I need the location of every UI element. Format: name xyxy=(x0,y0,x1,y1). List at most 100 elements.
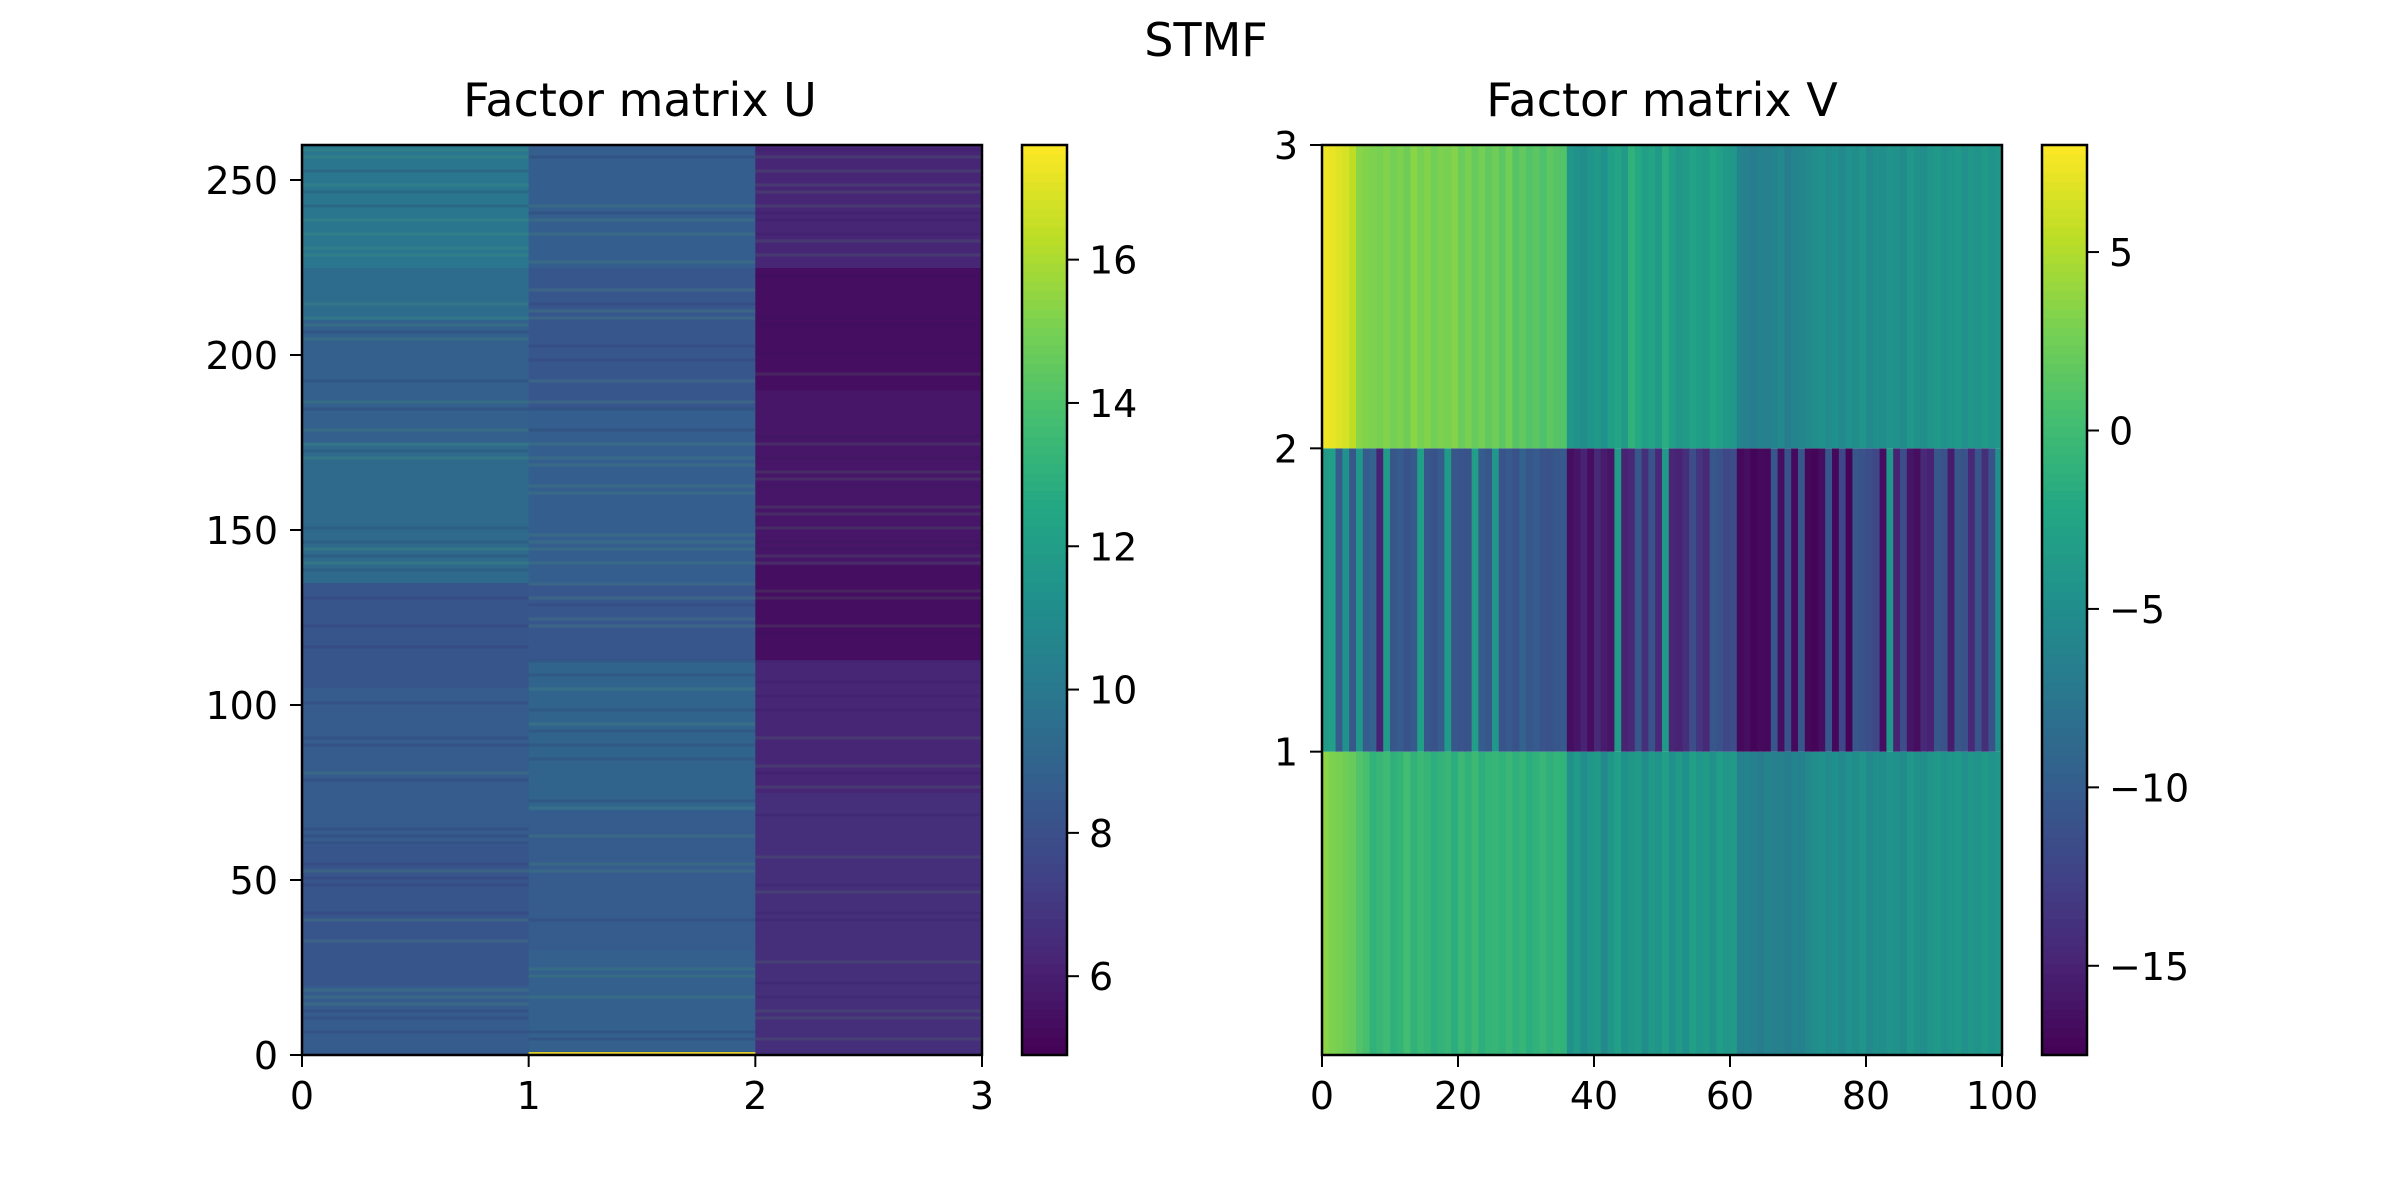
v-heatmap-cell xyxy=(1988,145,1996,449)
u-colorbar-segment xyxy=(1022,836,1067,847)
u-heatmap-stripe xyxy=(302,736,529,740)
v-colorbar-segment xyxy=(2042,790,2087,801)
v-colorbar-segment xyxy=(2042,490,2087,501)
v-heatmap-cell xyxy=(1825,145,1833,449)
u-heatmap-stripe xyxy=(528,722,756,726)
u-heatmap-stripe xyxy=(302,302,529,306)
v-heatmap-cell xyxy=(1342,145,1350,449)
u-heatmap-stripe xyxy=(528,729,756,733)
v-colorbar-segment xyxy=(2042,508,2087,519)
v-colorbar-segment xyxy=(2042,899,2087,910)
v-heatmap-cell xyxy=(1777,448,1785,752)
u-heatmap-stripe xyxy=(755,890,982,894)
v-heatmap-cell xyxy=(1913,145,1921,449)
u-heatmap-stripe xyxy=(528,561,756,565)
u-heatmap-stripe xyxy=(528,302,756,306)
v-heatmap-cell xyxy=(1526,145,1534,449)
v-heatmap-cell xyxy=(1934,448,1942,752)
v-colorbar-segment xyxy=(2042,717,2087,728)
u-heatmap-stripe xyxy=(528,995,756,999)
v-heatmap-cell xyxy=(1940,751,1949,1055)
v-heatmap-cell xyxy=(1492,751,1500,1055)
v-heatmap-cell xyxy=(1764,448,1772,752)
v-colorbar-segment xyxy=(2042,990,2087,1001)
v-heatmap-cell xyxy=(1458,751,1466,1055)
v-colorbar-segment xyxy=(2042,399,2087,410)
u-colorbar-segment xyxy=(1022,472,1067,483)
v-heatmap-cell xyxy=(1770,448,1779,752)
u-heatmap-stripe xyxy=(302,918,529,922)
u-colorbar-segment xyxy=(1022,490,1067,501)
v-heatmap-cell xyxy=(1662,751,1670,1055)
u-heatmap-stripe xyxy=(528,743,756,747)
v-heatmap-cell xyxy=(1770,751,1779,1055)
v-heatmap-cell xyxy=(1750,145,1758,449)
v-heatmap-cell xyxy=(1532,145,1541,449)
u-y-tick-label: 200 xyxy=(205,334,278,378)
v-heatmap-cell xyxy=(1505,448,1513,752)
v-heatmap-cell xyxy=(1804,448,1813,752)
v-heatmap-cell xyxy=(1580,448,1588,752)
u-heatmap-stripe xyxy=(302,624,529,628)
v-heatmap-cell xyxy=(1696,448,1704,752)
v-colorbar-segment xyxy=(2042,281,2087,292)
u-heatmap-stripe xyxy=(755,204,982,208)
v-heatmap-cell xyxy=(1893,448,1901,752)
v-heatmap-cell xyxy=(1369,145,1377,449)
v-heatmap-cell xyxy=(1648,448,1656,752)
u-heatmap-stripe xyxy=(528,484,756,488)
v-heatmap-cell xyxy=(1968,448,1976,752)
v-colorbar-segment xyxy=(2042,317,2087,328)
v-heatmap-cell xyxy=(1784,448,1792,752)
v-colorbar-segment xyxy=(2042,817,2087,828)
v-colorbar-segment xyxy=(2042,526,2087,537)
v-heatmap-cell xyxy=(1798,751,1806,1055)
u-colorbar-tick-label: 12 xyxy=(1089,525,1137,569)
u-y-tick-label: 100 xyxy=(205,684,278,728)
v-heatmap-cell xyxy=(1927,145,1935,449)
u-heatmap-stripe xyxy=(302,183,529,187)
v-heatmap-cell xyxy=(1886,145,1894,449)
v-heatmap-cell xyxy=(1356,448,1364,752)
v-heatmap-cell xyxy=(1458,448,1466,752)
factor-matrix-u-axes: 0 1 2 3 0 50 100 150 200 250 xyxy=(205,159,994,1118)
v-heatmap-cell xyxy=(1383,751,1391,1055)
v-heatmap-cell xyxy=(1322,145,1330,449)
v-heatmap-cell xyxy=(1804,751,1813,1055)
u-colorbar-segment xyxy=(1022,554,1067,565)
u-colorbar-segment xyxy=(1022,381,1067,392)
u-heatmap-stripe xyxy=(528,456,756,460)
u-colorbar-segment xyxy=(1022,535,1067,546)
u-heatmap-stripe xyxy=(755,351,982,355)
v-heatmap-cell xyxy=(1492,145,1500,449)
v-heatmap-cell xyxy=(1600,751,1609,1055)
v-colorbar-segment xyxy=(2042,554,2087,565)
u-colorbar-segment xyxy=(1022,827,1067,838)
v-heatmap-cell xyxy=(1947,448,1955,752)
v-heatmap-cell xyxy=(1668,145,1677,449)
v-heatmap-cell xyxy=(1750,448,1758,752)
u-colorbar-segment xyxy=(1022,199,1067,210)
u-heatmap-stripe xyxy=(302,995,529,999)
u-heatmap-stripe xyxy=(755,155,982,159)
u-heatmap-band xyxy=(755,792,983,1056)
v-colorbar-segment xyxy=(2042,226,2087,237)
v-colorbar-segment xyxy=(2042,599,2087,610)
v-heatmap-cell xyxy=(1900,145,1908,449)
u-heatmap-stripe xyxy=(755,547,982,551)
u-heatmap-stripe xyxy=(302,330,529,334)
v-heatmap-cell xyxy=(1634,448,1643,752)
v-colorbar-segment xyxy=(2042,617,2087,628)
u-heatmap-stripe xyxy=(302,232,529,236)
v-heatmap-cell xyxy=(1675,751,1683,1055)
u-heatmap-stripe xyxy=(755,239,982,243)
u-colorbar-segment xyxy=(1022,326,1067,337)
v-colorbar-segment xyxy=(2042,417,2087,428)
u-colorbar-segment xyxy=(1022,690,1067,701)
v-heatmap-cell xyxy=(1621,145,1629,449)
u-colorbar-segment xyxy=(1022,563,1067,574)
u-heatmap-stripe xyxy=(528,918,756,922)
v-colorbar-segment xyxy=(2042,544,2087,555)
v-heatmap-cell xyxy=(1716,448,1724,752)
u-colorbar-segment xyxy=(1022,981,1067,992)
